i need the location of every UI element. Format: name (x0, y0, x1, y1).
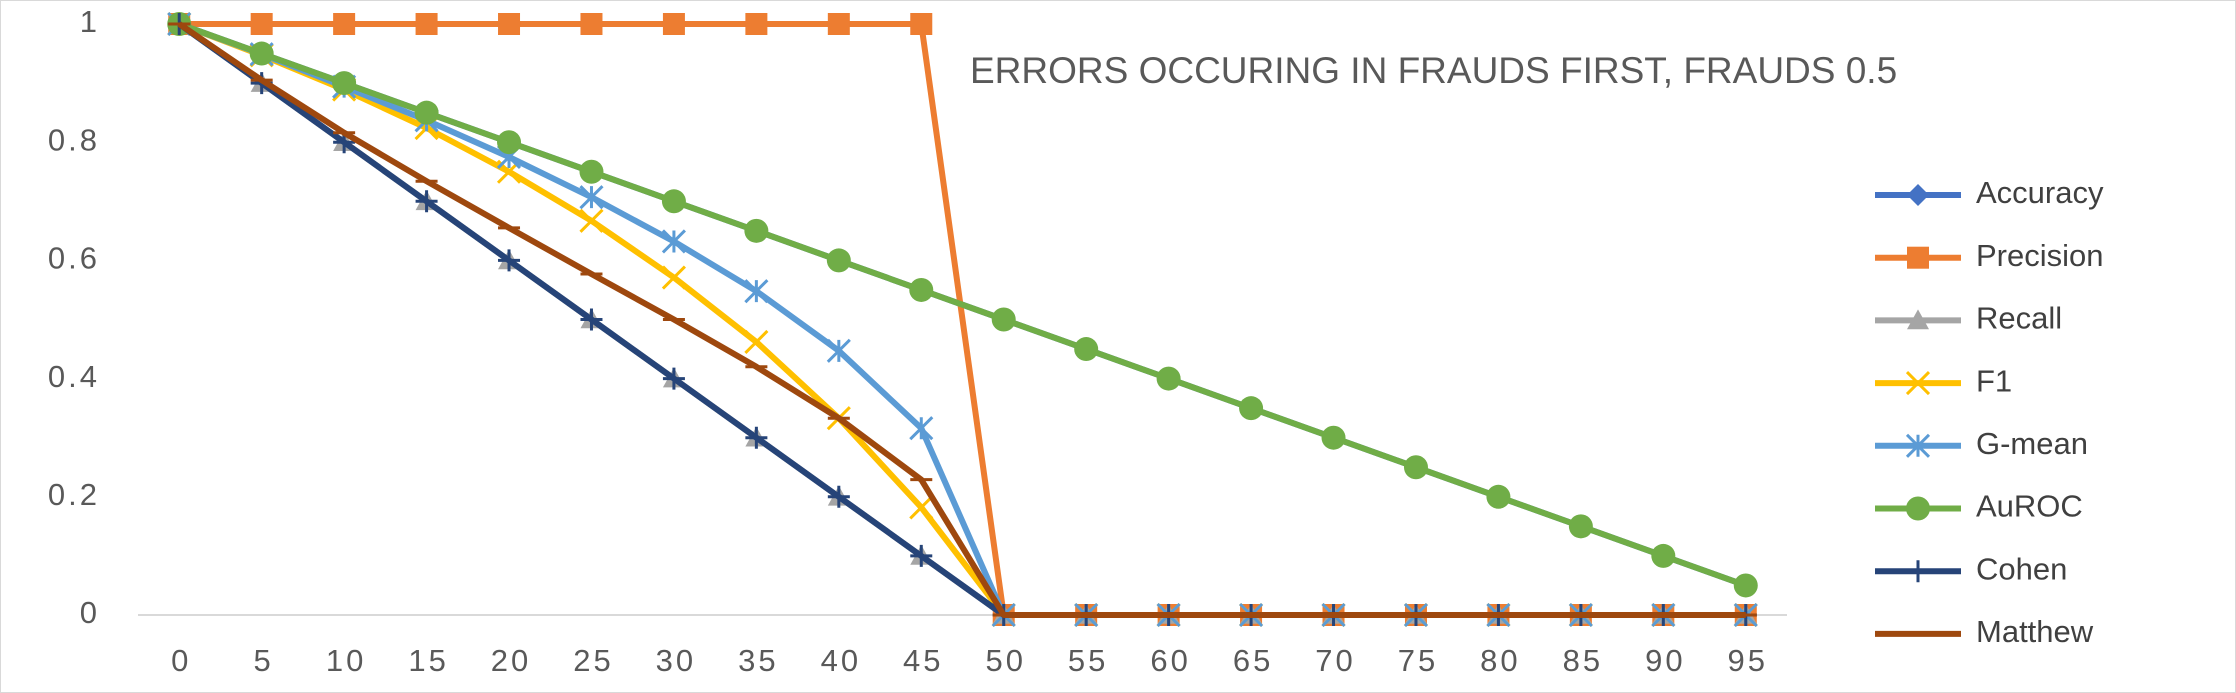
x-tick-label: 45 (903, 643, 943, 678)
marker (661, 265, 686, 290)
legend-label: Accuracy (1976, 175, 2104, 210)
x-tick-label: 75 (1398, 643, 1438, 678)
marker (1156, 366, 1181, 391)
line (178, 21, 1747, 589)
marker (1074, 337, 1099, 362)
marker (909, 277, 934, 302)
marker (1321, 425, 1346, 450)
marker (744, 279, 769, 304)
marker (827, 13, 850, 35)
legend-label: Precision (1976, 238, 2104, 273)
x-tick-label: 85 (1563, 643, 1603, 678)
marker (826, 248, 851, 273)
marker (991, 307, 1016, 332)
series (167, 12, 1758, 598)
legend-marker (1905, 371, 1931, 396)
marker (250, 13, 273, 35)
x-tick-label: 20 (491, 643, 531, 678)
legend-label: F1 (1976, 363, 2012, 398)
marker (1486, 484, 1511, 509)
marker (415, 190, 438, 213)
marker (579, 185, 604, 210)
x-tick-label: 55 (1068, 643, 1108, 678)
x-tick-label: 40 (821, 643, 861, 678)
series (168, 21, 1757, 618)
marker (661, 189, 686, 214)
x-tick-label: 60 (1150, 643, 1190, 678)
marker (1651, 543, 1676, 568)
x-tick-label: 10 (326, 643, 366, 678)
y-tick-label: 1 (80, 4, 100, 39)
x-tick-label: 15 (408, 643, 448, 678)
legend-marker (1907, 560, 1929, 583)
x-tick-label: 90 (1645, 643, 1685, 678)
marker (744, 329, 769, 355)
marker (745, 13, 768, 35)
marker (827, 485, 850, 508)
x-tick-label: 5 (254, 643, 274, 678)
marker (580, 308, 603, 331)
x-tick-label: 80 (1480, 643, 1520, 678)
legend-marker (1906, 496, 1930, 521)
y-tick-label: 0.6 (48, 241, 100, 276)
marker (909, 495, 934, 520)
legend-label: G-mean (1976, 426, 2088, 461)
legend-marker (1907, 309, 1929, 330)
marker (1403, 455, 1428, 480)
x-tick-label: 65 (1233, 643, 1273, 678)
marker (662, 13, 685, 35)
x-tick-label: 50 (985, 643, 1025, 678)
marker (826, 338, 851, 363)
legend-label: Cohen (1976, 551, 2067, 586)
marker (744, 218, 769, 243)
marker (910, 13, 933, 35)
marker (332, 71, 357, 96)
marker (249, 41, 274, 66)
legend-label: AuROC (1976, 489, 2083, 524)
marker (333, 13, 356, 35)
x-tick-label: 25 (573, 643, 613, 678)
marker (580, 13, 603, 35)
marker (579, 159, 604, 184)
x-tick-label: 30 (656, 643, 696, 678)
x-tick-label: 95 (1728, 643, 1768, 678)
marker (1568, 514, 1593, 539)
marker (498, 249, 521, 272)
legend-marker (1907, 246, 1929, 269)
x-tick-label: 35 (738, 643, 778, 678)
y-tick-label: 0 (80, 595, 100, 630)
y-tick-label: 0.4 (48, 359, 100, 394)
y-tick-label: 0.8 (48, 122, 100, 157)
marker (909, 416, 934, 441)
marker (661, 229, 686, 254)
marker (910, 544, 933, 567)
marker (1239, 396, 1264, 421)
legend-marker (1907, 184, 1929, 206)
legend-label: Matthew (1976, 614, 2094, 649)
legend-marker (1905, 433, 1931, 458)
marker (498, 13, 521, 35)
marker (1733, 573, 1758, 598)
marker (497, 130, 522, 155)
marker (662, 367, 685, 390)
y-tick-label: 0.2 (48, 477, 100, 512)
marker (579, 208, 604, 233)
marker (745, 426, 768, 449)
chart-title: ERRORS OCCURING IN FRAUDS FIRST, FRAUDS … (970, 50, 1897, 91)
x-tick-label: 0 (171, 643, 191, 678)
marker (414, 100, 439, 125)
x-tick-label: 70 (1315, 643, 1355, 678)
line (177, 21, 1746, 618)
legend-label: Recall (1976, 301, 2062, 336)
marker (415, 13, 438, 35)
